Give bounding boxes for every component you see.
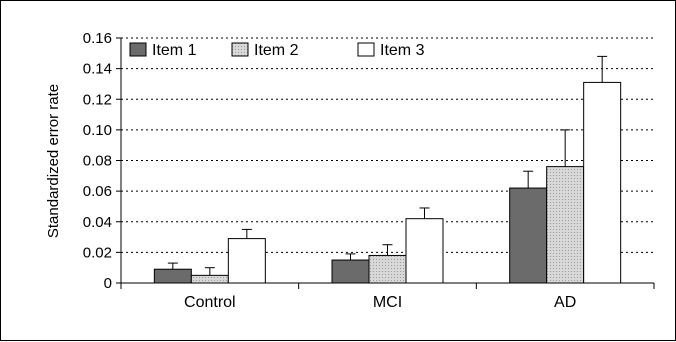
- legend-swatch: [357, 42, 375, 57]
- y-tick-label: 0: [104, 275, 112, 292]
- bar: [331, 259, 370, 284]
- y-tick-label: 0.10: [83, 122, 112, 139]
- y-tick-label: 0.08: [83, 153, 112, 170]
- y-tick-label: 0.14: [83, 61, 112, 78]
- legend: Item 1 Item 2 Item 3: [129, 42, 425, 59]
- y-axis-title: Standardized error rate: [45, 84, 62, 238]
- y-tick-label: 0.04: [83, 214, 112, 231]
- category-label: AD: [554, 294, 576, 311]
- bar: [583, 81, 622, 284]
- bar: [227, 238, 266, 284]
- legend-label: Item 2: [254, 42, 299, 59]
- legend-swatch: [129, 42, 147, 57]
- y-tick-label: 0.06: [83, 183, 112, 200]
- bar: [368, 254, 407, 284]
- y-tick-label: 0.16: [83, 30, 112, 47]
- axes: 0 0.02 0.04 0.06 0.08 0.10 0.12 0.14 0.16 Control…: [83, 30, 655, 311]
- legend-swatch: [231, 42, 249, 57]
- bar: [153, 268, 192, 284]
- category-label: Control: [184, 294, 236, 311]
- y-tick-label: 0.12: [83, 91, 112, 108]
- legend-label: Item 3: [380, 42, 425, 59]
- bars: [153, 55, 622, 284]
- bar: [546, 166, 585, 284]
- y-tick-label: 0.02: [83, 244, 112, 261]
- category-label: MCI: [373, 294, 402, 311]
- bar: [190, 274, 229, 284]
- bar: [509, 187, 548, 284]
- legend-label: Item 1: [152, 42, 197, 59]
- bar: [405, 218, 444, 284]
